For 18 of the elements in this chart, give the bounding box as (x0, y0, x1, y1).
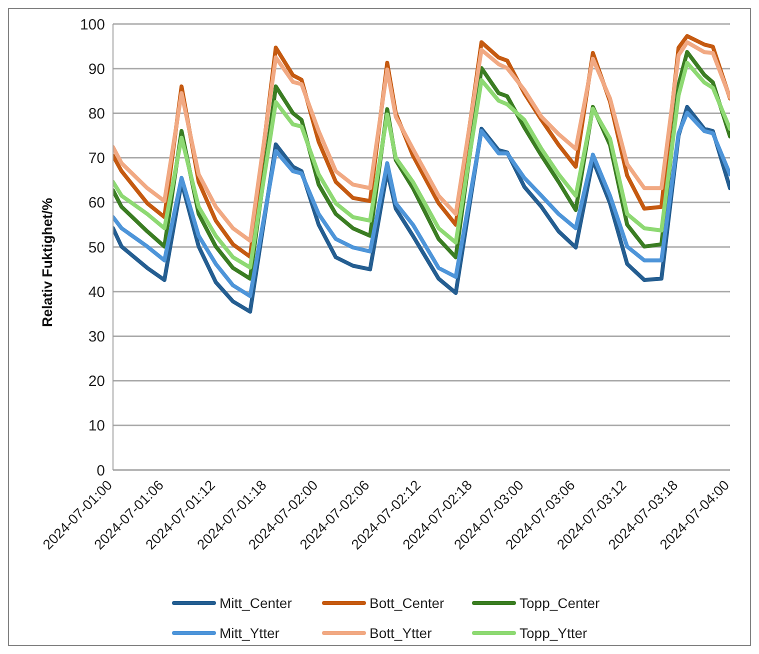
y-tick-label: 60 (88, 194, 105, 212)
y-tick-label: 70 (88, 150, 105, 168)
legend-label: Bott_Center (370, 595, 444, 611)
y-tick-label: 100 (80, 16, 105, 34)
y-tick-label: 30 (88, 328, 105, 346)
y-tick-label: 20 (88, 373, 105, 390)
legend-label: Bott_Ytter (370, 625, 432, 641)
y-tick-label: 40 (88, 284, 105, 301)
y-tick-label: 0 (96, 462, 105, 480)
legend-label: Topp_Center (520, 595, 600, 611)
legend-label: Mitt_Ytter (220, 625, 280, 641)
y-axis-title: Relativ Fuktighet/% (38, 197, 55, 327)
y-tick-label: 10 (88, 418, 105, 435)
legend-label: Topp_Ytter (520, 625, 588, 641)
y-tick-label: 50 (88, 239, 105, 256)
y-tick-label: 80 (88, 106, 105, 123)
legend-label: Mitt_Center (220, 595, 292, 611)
y-tick-label: 90 (88, 60, 105, 78)
